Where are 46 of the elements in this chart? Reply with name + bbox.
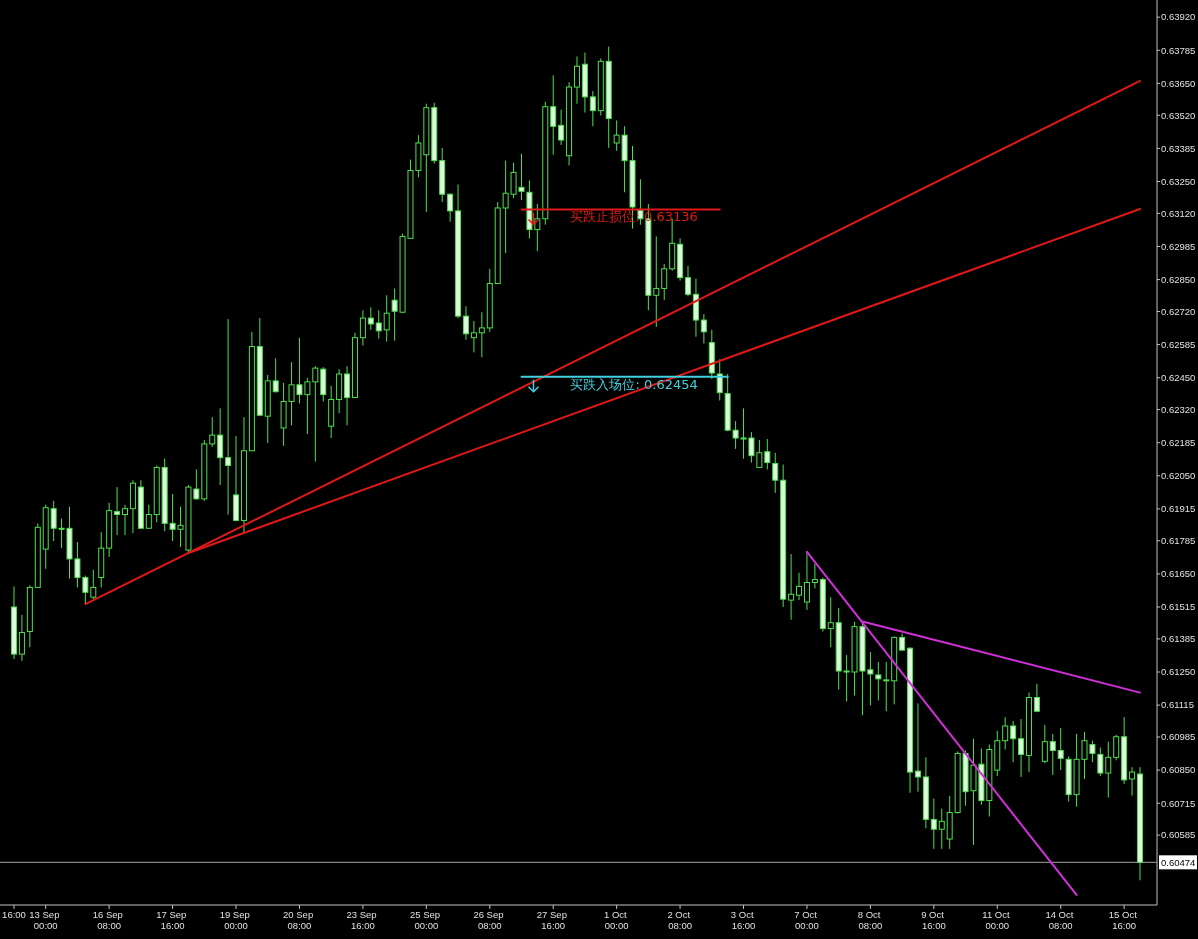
- y-tick-label: 0.61785: [1161, 535, 1196, 547]
- y-tick-label: 0.62585: [1161, 338, 1196, 350]
- y-tick-label: 0.63120: [1161, 207, 1196, 219]
- x-tick-label: 20 Sep 08:00: [283, 909, 316, 931]
- x-tick-label: 1 Oct 00:00: [603, 909, 630, 931]
- y-tick-label: 0.62320: [1161, 403, 1196, 415]
- y-tick-label: 0.62050: [1161, 470, 1196, 482]
- ref-line-label: 0.60474: [1161, 856, 1196, 868]
- x-tick-label: 19 Sep 00:00: [219, 909, 253, 931]
- x-tick-label: 3 Oct 16:00: [730, 909, 757, 931]
- y-tick-label: 0.63650: [1161, 77, 1196, 89]
- y-tick-label: 0.62985: [1161, 240, 1196, 252]
- x-tick-label: 2 Oct 08:00: [667, 909, 693, 931]
- x-tick-label: 25 Sep 00:00: [409, 909, 443, 931]
- y-tick-label: 0.63785: [1161, 44, 1196, 56]
- y-tick-label: 0.60715: [1161, 797, 1196, 809]
- x-tick-label: 11 Oct 00:00: [982, 909, 1013, 931]
- y-tick-label: 0.60585: [1161, 829, 1196, 841]
- y-tick-label: 0.63520: [1161, 109, 1196, 121]
- x-tick-label: 7 Oct 00:00: [794, 909, 820, 931]
- y-tick-label: 0.60985: [1161, 731, 1196, 743]
- x-tick-label: 13 Sep 00:00: [29, 909, 63, 931]
- y-tick-label: 0.62720: [1161, 305, 1196, 317]
- y-tick-label: 0.60850: [1161, 764, 1196, 776]
- x-tick-label: 26 Sep 08:00: [473, 909, 507, 931]
- x-tick-label: 27 Sep 16:00: [536, 909, 570, 931]
- x-tick-label: 16 Sep 08:00: [92, 909, 126, 931]
- y-tick-label: 0.62450: [1161, 372, 1196, 384]
- y-tick-label: 0.63250: [1161, 175, 1196, 187]
- y-tick-label: 0.63920: [1161, 11, 1196, 23]
- x-tick-label: 23 Sep 16:00: [346, 909, 380, 931]
- x-tick-label: 15 Oct 16:00: [1108, 909, 1140, 931]
- y-tick-label: 0.61915: [1161, 503, 1196, 515]
- x-tick-label: 16:00: [2, 909, 26, 920]
- x-tick-label: 9 Oct 16:00: [921, 909, 947, 931]
- x-tick-label: 17 Sep 16:00: [156, 909, 189, 931]
- y-tick-label: 0.61115: [1161, 699, 1194, 711]
- y-tick-label: 0.61385: [1161, 633, 1196, 645]
- y-tick-label: 0.61515: [1161, 601, 1196, 613]
- y-tick-label: 0.63385: [1161, 142, 1196, 154]
- y-tick-label: 0.62850: [1161, 273, 1196, 285]
- x-tick-label: 8 Oct 08:00: [857, 909, 884, 931]
- y-tick-label: 0.61250: [1161, 666, 1196, 678]
- x-tick-label: 14 Oct 08:00: [1045, 909, 1077, 931]
- y-tick-label: 0.61650: [1161, 568, 1196, 580]
- y-tick-label: 0.62185: [1161, 437, 1196, 449]
